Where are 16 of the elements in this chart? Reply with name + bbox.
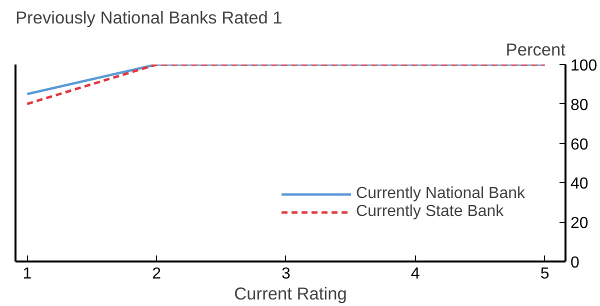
legend-label: Currently State Bank — [356, 203, 504, 221]
x-tick-label: 1 — [22, 266, 32, 282]
chart-title: Previously National Banks Rated 1 — [16, 8, 282, 28]
y-tick-label: 40 — [570, 176, 588, 193]
x-axis-title: Current Rating — [234, 284, 347, 304]
y-tick-label: 100 — [570, 58, 598, 74]
y-tick-label: 20 — [570, 215, 588, 232]
y-axis-title: Percent — [506, 40, 566, 60]
y-tick-label: 80 — [570, 96, 588, 114]
x-tick-label: 2 — [152, 266, 162, 282]
x-tick-label: 5 — [540, 266, 550, 282]
legend-label: Currently National Bank — [356, 185, 525, 203]
y-tick-label: 60 — [570, 136, 588, 154]
y-tick-label: 0 — [570, 254, 580, 272]
x-tick-label: 3 — [282, 266, 291, 282]
x-tick-label: 4 — [410, 266, 420, 282]
